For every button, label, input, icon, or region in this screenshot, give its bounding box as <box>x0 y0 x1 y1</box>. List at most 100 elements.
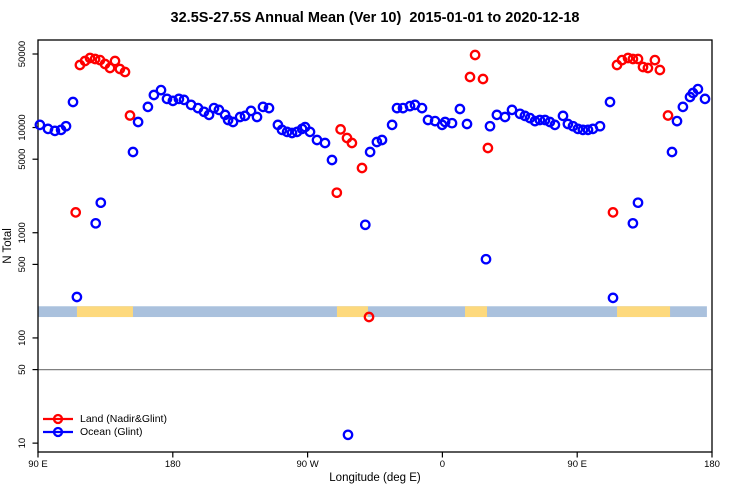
land-band-segment <box>76 306 133 318</box>
ocean-data-point <box>391 102 403 114</box>
x-tick-label: 90 E <box>28 459 48 470</box>
ocean-data-point <box>484 120 496 132</box>
ocean-data-point <box>90 217 102 229</box>
land-data-point <box>84 52 96 64</box>
ocean-data-point <box>461 118 473 130</box>
land-data-point <box>477 73 489 85</box>
ocean-data-point <box>251 111 263 123</box>
y-tick-label: 1000 <box>17 222 28 243</box>
ocean-data-point <box>222 114 234 126</box>
ocean-data-point <box>627 217 639 229</box>
land-data-point <box>627 53 639 65</box>
legend-row-ocean: Ocean (Glint) <box>42 426 167 439</box>
ocean-data-point <box>276 124 288 136</box>
ocean-data-point <box>319 137 331 149</box>
x-tick-label: 90 E <box>567 459 587 470</box>
land-data-point <box>124 110 136 121</box>
ocean-data-point <box>534 114 546 126</box>
ocean-data-point <box>671 115 683 127</box>
ocean-data-point <box>480 253 492 265</box>
land-data-point <box>469 49 481 61</box>
land-data-point <box>632 53 644 65</box>
ocean-data-point <box>364 146 376 158</box>
land-data-point <box>607 207 619 218</box>
ocean-data-point <box>539 114 551 126</box>
ocean-data-point <box>519 110 531 122</box>
ocean-data-point <box>263 102 275 114</box>
ocean-series-marker-icon <box>43 426 73 437</box>
ocean-data-point <box>376 134 388 146</box>
ocean-data-point <box>577 124 589 136</box>
ocean-data-point <box>549 119 561 131</box>
land-data-point <box>649 54 661 66</box>
legend-row-land: Land (Nadir&Glint) <box>42 413 167 426</box>
x-axis-title: Longitude (deg E) <box>329 472 421 484</box>
ocean-data-point <box>562 118 574 130</box>
legend-label-ocean: Ocean (Glint) <box>80 425 143 438</box>
ocean-data-point <box>692 83 704 95</box>
land-data-point <box>637 61 649 73</box>
legend: Land (Nadir&Glint) Ocean (Glint) <box>42 413 167 438</box>
ocean-data-point <box>142 101 154 113</box>
land-data-point <box>119 66 131 78</box>
land-data-point <box>662 110 674 121</box>
ocean-data-point <box>632 197 644 209</box>
ocean-data-point <box>572 123 584 135</box>
y-tick-label: 10 <box>17 438 28 449</box>
ocean-data-point <box>607 292 619 304</box>
ocean-data-point <box>203 109 215 121</box>
land-data-point <box>622 52 634 64</box>
chart-title: 32.5S-27.5S Annual Mean (Ver 10) 2015-01… <box>170 10 580 26</box>
ocean-data-point <box>446 117 458 129</box>
ocean-data-point <box>49 125 61 137</box>
legend-label-land: Land (Nadir&Glint) <box>80 413 167 425</box>
x-tick-label: 180 <box>165 459 181 470</box>
land-data-point <box>89 53 101 65</box>
ocean-data-point <box>422 114 434 126</box>
ocean-data-point <box>499 111 511 123</box>
ocean-data-point <box>173 93 185 105</box>
land-data-point <box>335 124 346 135</box>
ocean-data-point <box>594 120 606 132</box>
x-tick-label: 90 W <box>297 459 319 470</box>
land-band-segment <box>617 306 671 318</box>
ocean-data-point <box>304 126 316 138</box>
land-data-point <box>331 187 343 199</box>
land-data-point <box>616 54 628 66</box>
land-data-point <box>356 162 368 174</box>
ocean-data-point <box>699 93 711 105</box>
ocean-data-point <box>416 102 428 114</box>
land-data-point <box>464 71 476 83</box>
ocean-data-point <box>677 101 689 113</box>
land-data-point <box>482 142 494 154</box>
ocean-data-point <box>326 154 338 166</box>
ocean-data-point <box>245 105 257 117</box>
land-data-point <box>70 207 82 218</box>
y-tick-label: 100 <box>17 330 28 346</box>
ocean-data-point <box>257 101 269 113</box>
ocean-data-point <box>386 119 398 131</box>
ocean-data-point <box>286 127 298 139</box>
ocean-data-point <box>148 89 160 101</box>
ocean-data-point <box>127 146 139 158</box>
ocean-data-point <box>582 124 594 136</box>
land-band-segment <box>465 306 488 318</box>
land-data-point <box>642 62 654 74</box>
ocean-data-point <box>213 104 225 116</box>
ocean-data-point <box>71 291 83 303</box>
ocean-data-point <box>404 100 416 112</box>
ocean-data-point <box>506 104 518 116</box>
ocean-data-point <box>439 116 451 128</box>
land-data-point <box>346 137 358 149</box>
ocean-data-point <box>666 146 678 158</box>
ocean-data-point <box>95 197 107 209</box>
ocean-data-point <box>208 102 220 114</box>
ocean-data-point <box>132 116 144 128</box>
y-tick-label: 50 <box>17 364 28 375</box>
y-tick-label: 5000 <box>17 149 28 170</box>
x-tick-label: 0 <box>440 459 445 470</box>
ocean-data-point <box>161 93 173 105</box>
ocean-data-point <box>557 110 569 122</box>
